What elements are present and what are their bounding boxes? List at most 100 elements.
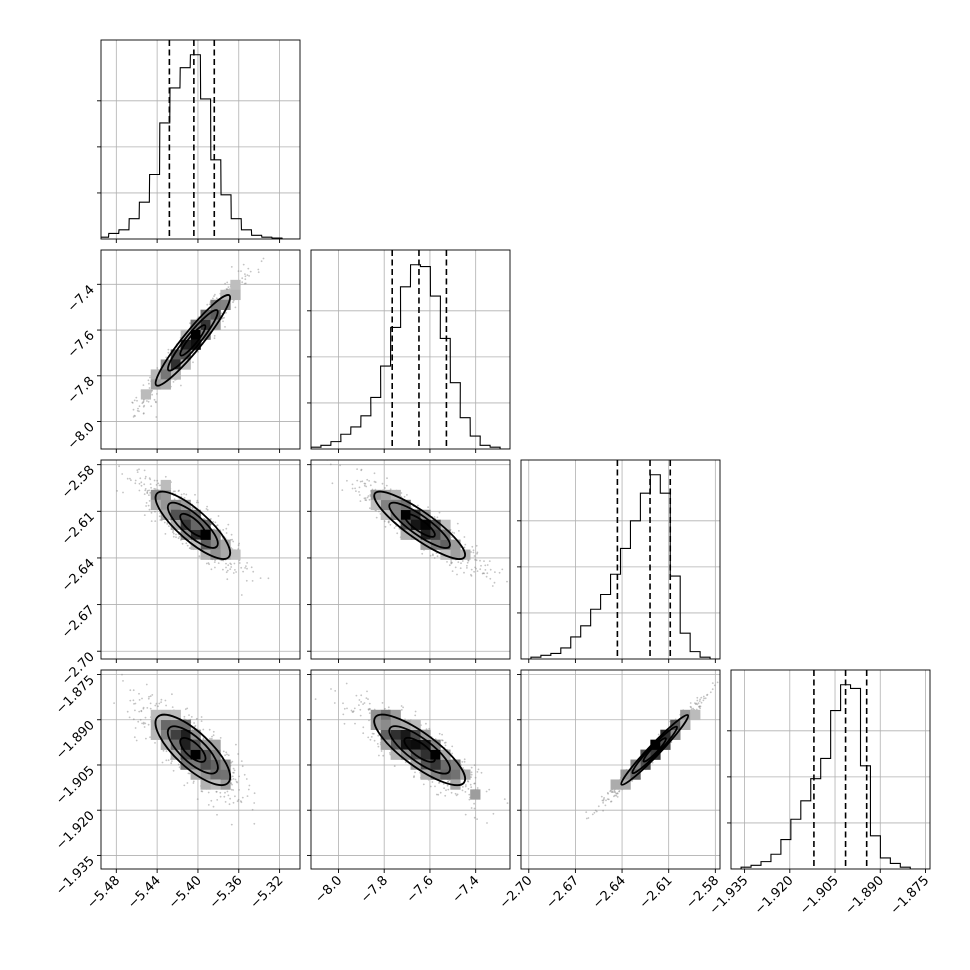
sample-point xyxy=(146,492,149,495)
sample-point xyxy=(195,501,198,504)
sample-point xyxy=(458,530,460,532)
sample-point xyxy=(230,788,233,791)
density-block xyxy=(160,499,171,511)
sample-point xyxy=(154,520,157,522)
sample-point xyxy=(436,555,439,558)
sample-point xyxy=(506,802,509,804)
sample-point xyxy=(217,562,220,564)
sample-point xyxy=(186,544,189,547)
density-block xyxy=(170,499,181,511)
sample-point xyxy=(465,784,467,786)
sample-point xyxy=(414,710,417,713)
histogram-bin xyxy=(470,436,480,449)
y-tick-label: −8.0 xyxy=(65,420,98,453)
density-block xyxy=(150,709,161,721)
sample-point xyxy=(240,760,243,762)
sample-point xyxy=(141,402,144,405)
density-block xyxy=(190,539,201,550)
sample-point xyxy=(237,548,240,550)
density-block xyxy=(220,539,231,550)
sample-point xyxy=(224,801,227,803)
sample-point xyxy=(230,761,233,764)
sample-point xyxy=(222,750,225,753)
density-block xyxy=(210,539,221,550)
sample-point xyxy=(150,511,153,514)
sample-point xyxy=(153,487,156,490)
density-block xyxy=(170,369,181,380)
histogram-bin xyxy=(341,434,351,449)
sample-point xyxy=(146,707,149,709)
sample-point xyxy=(210,799,213,802)
histogram-bin xyxy=(190,55,200,239)
histogram-bin xyxy=(630,521,640,659)
density-block xyxy=(410,739,421,750)
histogram-panel-0 xyxy=(97,39,301,243)
density-block xyxy=(380,739,391,750)
sample-point xyxy=(144,716,147,719)
sample-point xyxy=(356,468,358,470)
density-block xyxy=(190,329,201,340)
sample-point xyxy=(400,709,403,711)
sample-point xyxy=(137,720,140,723)
sample-point xyxy=(175,536,177,539)
y-tick-label: −2.64 xyxy=(59,556,98,595)
histogram-bin xyxy=(381,366,391,449)
sample-point xyxy=(250,566,253,569)
sample-point xyxy=(213,337,216,340)
sample-point xyxy=(206,509,209,511)
sample-point xyxy=(473,816,476,819)
sample-point xyxy=(475,567,477,570)
sample-point xyxy=(205,508,208,510)
sample-point xyxy=(453,532,456,534)
sample-point xyxy=(362,732,365,735)
sample-point xyxy=(373,739,376,742)
grid xyxy=(101,40,300,239)
y-tick-label: −2.58 xyxy=(59,463,98,502)
sample-point xyxy=(215,297,218,300)
density-block xyxy=(380,729,391,740)
sample-point xyxy=(225,532,228,534)
sample-point xyxy=(461,789,464,792)
sample-point xyxy=(188,714,190,716)
histogram-bin xyxy=(480,445,490,449)
sample-point xyxy=(129,689,132,692)
density-block xyxy=(370,719,381,730)
sample-point xyxy=(414,771,416,774)
sample-point xyxy=(368,712,371,714)
sample-point xyxy=(230,533,233,536)
sample-point xyxy=(358,491,360,493)
histogram-bin xyxy=(252,235,262,239)
density-block xyxy=(380,719,391,730)
sample-point xyxy=(451,745,454,748)
histogram-bin xyxy=(241,230,251,239)
sample-point xyxy=(171,706,174,708)
sample-point xyxy=(367,698,369,700)
density-block xyxy=(210,769,221,780)
sample-point xyxy=(234,778,237,781)
sample-point xyxy=(196,499,199,502)
density-block xyxy=(390,729,401,740)
sample-point xyxy=(151,694,154,696)
contour-level xyxy=(388,725,451,775)
density-block xyxy=(400,719,411,730)
sample-point xyxy=(400,492,403,494)
sample-point xyxy=(149,376,151,379)
sample-point xyxy=(479,559,481,562)
sample-point xyxy=(181,542,184,545)
sample-point xyxy=(206,303,209,306)
sample-point xyxy=(246,795,249,797)
contour-level xyxy=(179,736,207,763)
sample-point xyxy=(358,486,361,489)
sample-point xyxy=(346,707,348,710)
sample-point xyxy=(461,761,464,763)
sample-point xyxy=(436,516,439,519)
sample-point xyxy=(147,723,150,726)
density-blocks xyxy=(370,489,471,560)
density-block xyxy=(200,779,211,790)
sample-point xyxy=(474,776,477,779)
sample-point xyxy=(154,704,157,707)
sample-point xyxy=(235,743,237,746)
sample-point xyxy=(141,697,143,700)
density-block xyxy=(200,539,211,550)
